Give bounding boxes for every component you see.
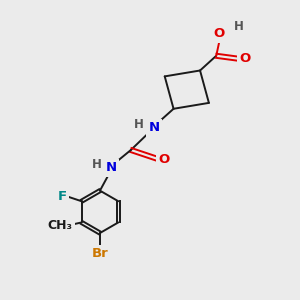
Text: CH₃: CH₃ [47,219,72,232]
Text: F: F [57,190,66,203]
Text: N: N [106,161,117,174]
Text: H: H [234,20,244,33]
Text: O: O [239,52,250,65]
Text: O: O [214,27,225,40]
Text: H: H [92,158,101,171]
Text: O: O [158,153,169,166]
Text: H: H [134,118,144,131]
Text: N: N [148,122,159,134]
Text: Br: Br [92,247,108,260]
